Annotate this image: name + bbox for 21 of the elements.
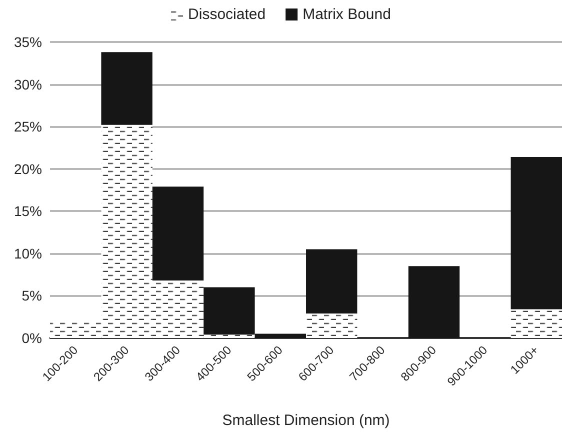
bar	[50, 321, 102, 338]
bar	[306, 313, 358, 338]
bar	[510, 309, 562, 338]
bar	[152, 186, 204, 280]
y-tick-label: 0%	[22, 330, 42, 346]
y-tick-label: 25%	[14, 118, 42, 135]
legend-label: Dissociated	[188, 6, 266, 23]
legend-label: Matrix Bound	[302, 6, 391, 23]
bar	[408, 266, 460, 338]
y-tick-label: 15%	[14, 203, 42, 220]
bar	[204, 334, 255, 338]
y-tick-label: 10%	[14, 245, 42, 262]
bar	[101, 52, 152, 125]
x-axis-title: Smallest Dimension (nm)	[222, 412, 390, 429]
y-tick-label: 30%	[14, 76, 42, 92]
bar	[101, 124, 152, 338]
y-tick-label: 35%	[14, 34, 42, 50]
bar	[510, 157, 562, 310]
y-tick-label: 5%	[22, 288, 42, 304]
y-tick-label: 20%	[14, 160, 42, 177]
bar	[306, 249, 358, 314]
